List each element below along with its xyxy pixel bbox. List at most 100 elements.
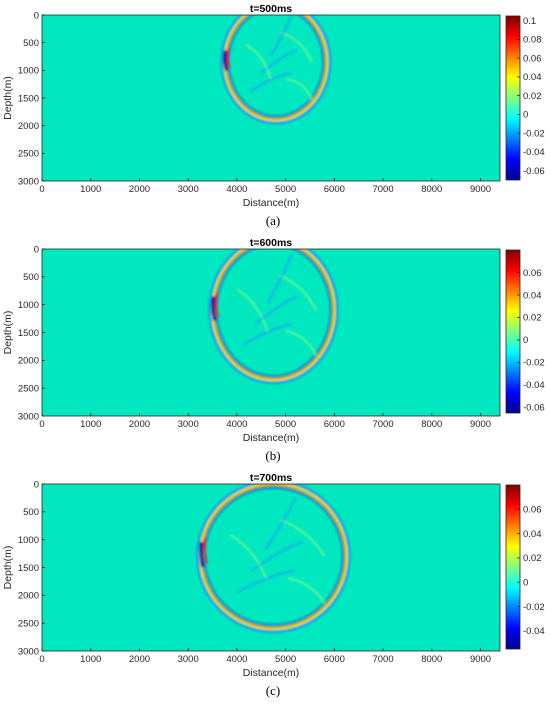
- y-axis-label: Depth(m): [2, 76, 14, 120]
- x-tick-label: 1000: [80, 654, 101, 665]
- colorbar-tick-label: -0.06: [523, 166, 545, 177]
- x-tick-label: 5000: [275, 184, 296, 195]
- y-tick-label: 1500: [18, 93, 39, 104]
- heatmap-background: [42, 15, 500, 181]
- colorbar-tick-label: 0: [523, 110, 528, 121]
- scattered-wave-arc: [251, 541, 303, 572]
- scattered-wave-arc: [236, 570, 296, 594]
- colorbar-tick-label: 0: [523, 335, 528, 346]
- scattered-wave-arc: [279, 274, 317, 311]
- wavefield-panel-b: t=600ms 0 1000 2000 3000 4000 5000 6000 7000 8000…: [2, 237, 545, 463]
- y-tick-label: 2000: [18, 591, 39, 602]
- y-tick-label: 1000: [18, 535, 39, 546]
- heatmap-background: [42, 249, 500, 416]
- scattered-wave-arc: [286, 78, 313, 101]
- colorbar-tick-label: 0.06: [523, 268, 542, 279]
- scattered-wave-arc: [266, 254, 293, 304]
- x-tick-label: 7000: [372, 419, 393, 430]
- colorbar-tick-label: 0.04: [523, 290, 542, 301]
- wavefront-group: [220, 15, 332, 125]
- scattered-wave-arc: [280, 32, 313, 63]
- scattered-wave-arc: [270, 15, 292, 57]
- x-tick-label: 4000: [226, 654, 247, 665]
- wavefront-group: [208, 249, 339, 384]
- panel-caption: (a): [266, 213, 280, 228]
- scattered-wave-arc: [244, 43, 272, 80]
- y-tick-label: 2000: [18, 121, 39, 132]
- wavefront-left-edge-crest: [214, 292, 219, 318]
- y-tick-label: 500: [23, 507, 39, 518]
- x-tick-label: 8000: [421, 184, 442, 195]
- colorbar: [505, 15, 521, 181]
- y-tick-label: 0: [34, 10, 39, 21]
- colorbar-tick-label: 0.02: [523, 313, 542, 324]
- y-tick-label: 1500: [18, 563, 39, 574]
- colorbar-tick-label: 0.02: [523, 91, 542, 102]
- x-tick-label: 2000: [129, 419, 150, 430]
- scattered-wave-arc: [287, 577, 326, 604]
- wavefront-outer-trough: [196, 484, 351, 633]
- colorbar: [505, 249, 521, 414]
- y-tick-label: 0: [34, 244, 39, 255]
- colorbar-tick-label: 0.1: [523, 16, 536, 27]
- x-tick-label: 5000: [275, 419, 296, 430]
- y-tick-label: 3000: [18, 646, 39, 657]
- wavefront-group: [196, 484, 351, 633]
- y-axis-label: Depth(m): [2, 311, 14, 355]
- wavefront-outer-trough: [208, 249, 339, 384]
- colorbar-tick-label: -0.04: [523, 147, 545, 158]
- x-axis-label: Distance(m): [243, 432, 300, 444]
- plot-title: t=700ms: [250, 472, 292, 484]
- x-tick-label: 9000: [470, 654, 491, 665]
- x-tick-label: 4000: [226, 419, 247, 430]
- colorbar-tick-label: 0.08: [523, 35, 542, 46]
- colorbar-tick-label: 0: [523, 577, 528, 588]
- y-tick-label: 2000: [18, 356, 39, 367]
- x-tick-label: 3000: [178, 419, 199, 430]
- x-tick-label: 0: [39, 184, 44, 195]
- colorbar-tick-label: -0.02: [523, 602, 545, 613]
- x-tick-label: 3000: [178, 184, 199, 195]
- x-tick-label: 0: [39, 419, 44, 430]
- colorbar-tick-label: -0.02: [523, 128, 545, 139]
- y-axis-label: Depth(m): [2, 546, 14, 590]
- wavefront-left-edge: [199, 541, 205, 568]
- scattered-wave-arc: [242, 323, 292, 346]
- x-tick-label: 0: [39, 654, 44, 665]
- y-tick-label: 3000: [18, 411, 39, 422]
- x-tick-label: 2000: [129, 184, 150, 195]
- scattered-wave-arc: [236, 288, 269, 332]
- x-tick-label: 9000: [470, 419, 491, 430]
- heatmap-background: [42, 484, 500, 651]
- x-tick-label: 6000: [324, 419, 345, 430]
- colorbar-tick-label: 0.04: [523, 72, 542, 83]
- y-tick-label: 2500: [18, 149, 39, 160]
- x-tick-label: 6000: [324, 654, 345, 665]
- x-tick-label: 8000: [421, 419, 442, 430]
- scattered-wave-arc: [254, 295, 299, 325]
- y-tick-label: 500: [23, 38, 39, 49]
- wavefront-outer-trough: [220, 15, 332, 125]
- wavefront-left-edge: [223, 50, 229, 72]
- x-tick-label: 7000: [372, 184, 393, 195]
- colorbar-tick-label: -0.06: [523, 403, 545, 414]
- plot-title: t=600ms: [250, 237, 292, 249]
- wavefront-left-edge-crest: [203, 538, 208, 564]
- x-tick-label: 6000: [324, 184, 345, 195]
- colorbar-tick-label: 0.06: [523, 53, 542, 64]
- x-tick-label: 2000: [129, 654, 150, 665]
- y-tick-label: 1000: [18, 300, 39, 311]
- wavefront-left-edge-crest: [226, 47, 231, 69]
- colorbar: [505, 484, 521, 650]
- x-tick-label: 4000: [226, 184, 247, 195]
- x-tick-label: 1000: [80, 419, 101, 430]
- scattered-wave-arc: [249, 72, 292, 92]
- colorbar-tick-label: 0.02: [523, 553, 542, 564]
- scattered-wave-arc: [280, 519, 326, 557]
- scattered-wave-arc: [260, 49, 297, 75]
- x-tick-label: 5000: [275, 654, 296, 665]
- y-tick-label: 1500: [18, 328, 39, 339]
